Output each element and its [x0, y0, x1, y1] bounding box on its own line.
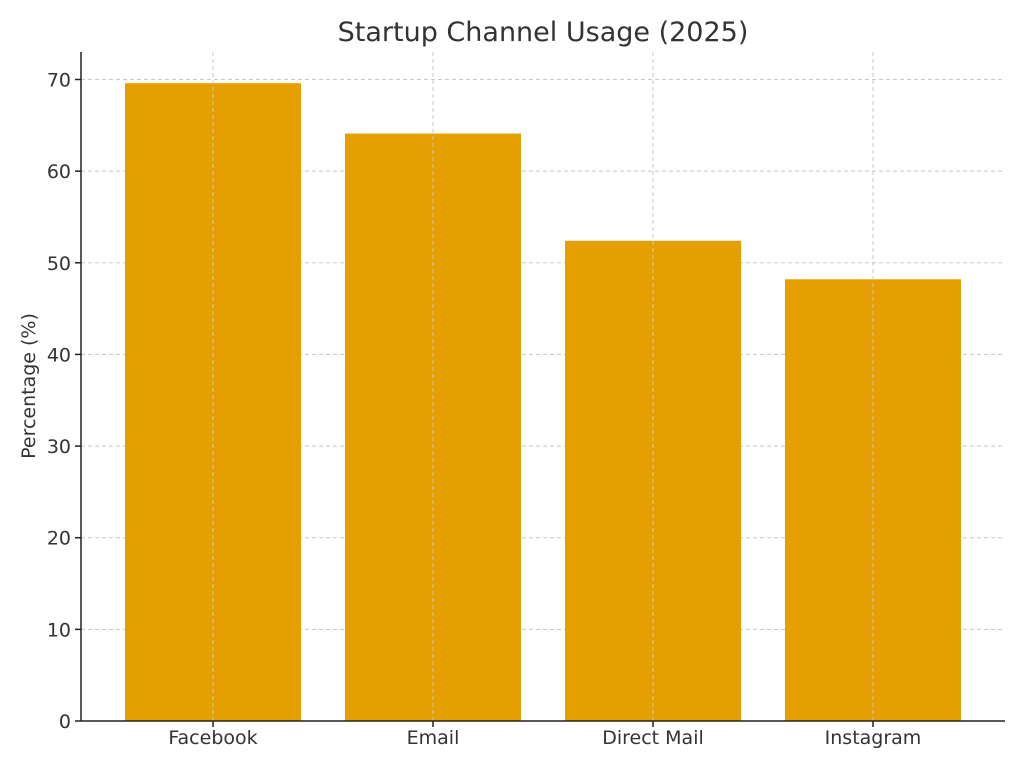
y-tick-label: 50 — [47, 253, 71, 275]
bars — [125, 83, 961, 722]
bar — [345, 133, 521, 722]
y-tick-label: 60 — [47, 161, 71, 183]
y-tick-label: 0 — [59, 711, 71, 733]
x-ticks: Facebook Email Direct Mail Instagram — [168, 721, 921, 749]
y-tick-label: 20 — [47, 528, 71, 550]
axes — [80, 52, 1005, 722]
x-tick-label: Email — [407, 727, 460, 749]
y-tick-label: 10 — [47, 619, 71, 641]
y-tick-label: 30 — [47, 436, 71, 458]
chart-title: Startup Channel Usage (2025) — [338, 17, 749, 48]
vertical-grid-lines — [212, 52, 874, 721]
x-tick-label: Instagram — [825, 727, 922, 749]
y-tick-label: 70 — [47, 69, 71, 91]
y-axis-label: Percentage (%) — [18, 313, 40, 459]
y-ticks: 0 10 20 30 40 50 60 70 — [47, 69, 81, 733]
x-tick-label: Direct Mail — [602, 727, 704, 749]
y-tick-label: 40 — [47, 344, 71, 366]
x-tick-label: Facebook — [168, 727, 257, 749]
